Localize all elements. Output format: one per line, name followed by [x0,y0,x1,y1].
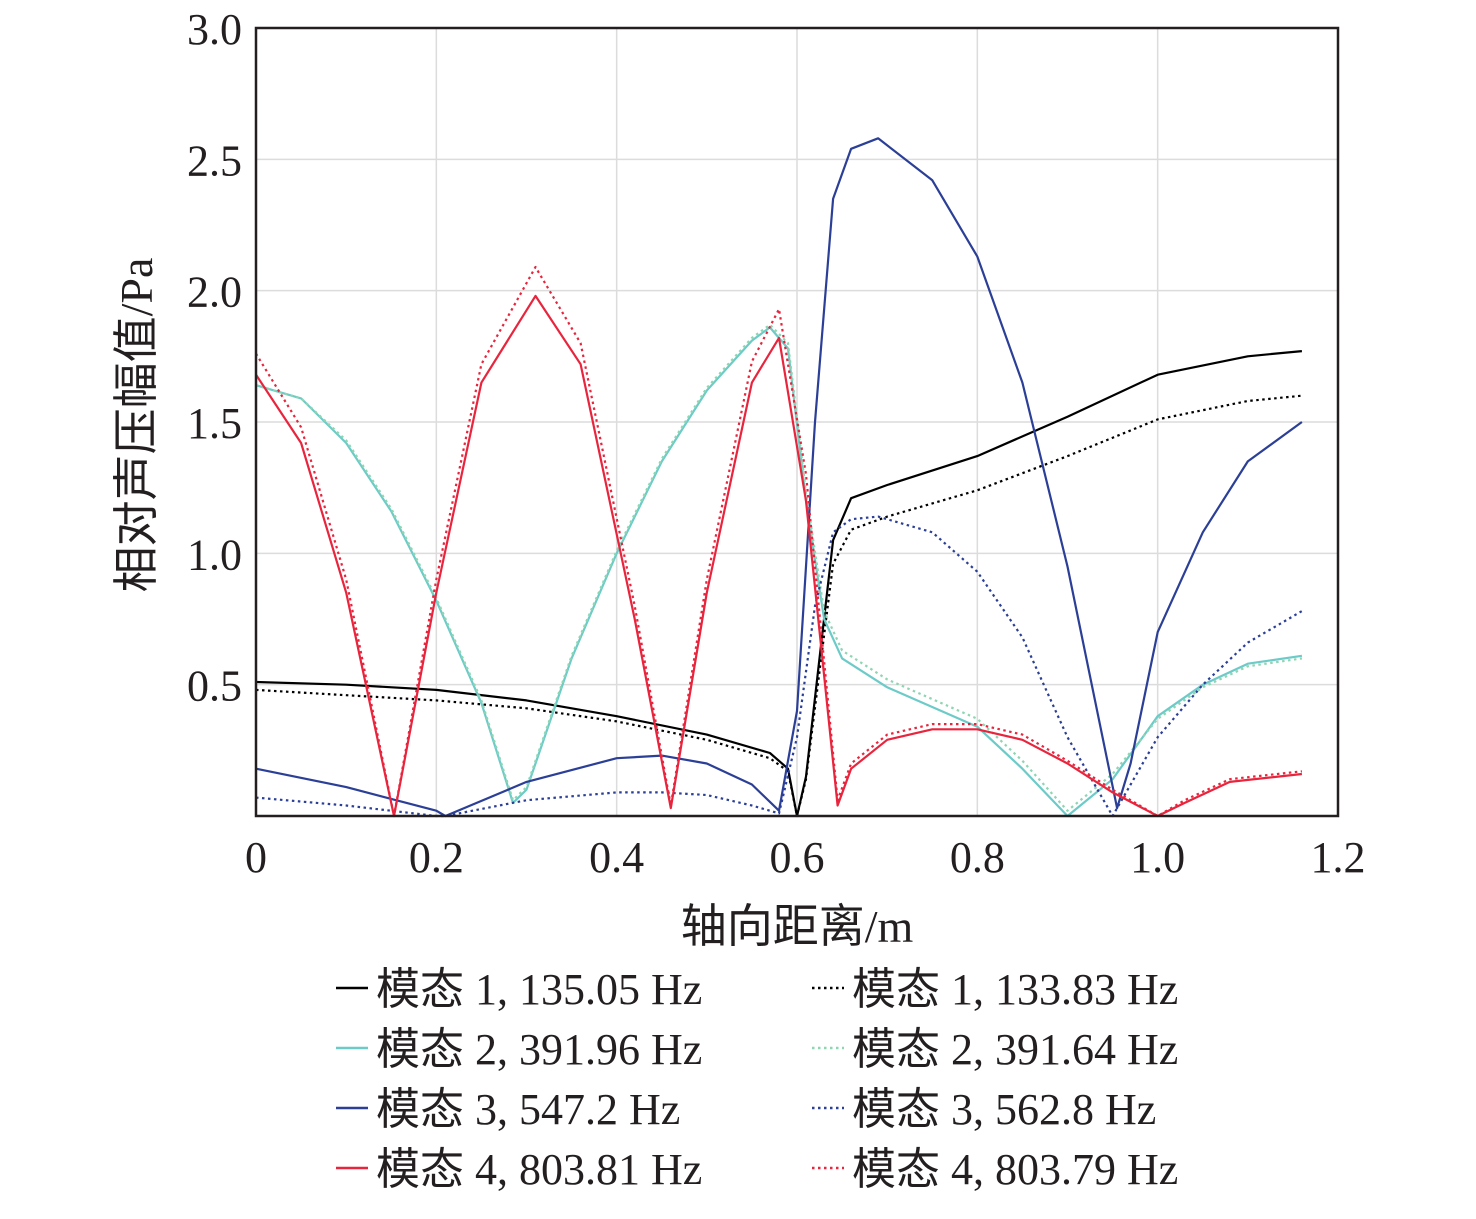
legend-label: 模态 2, 391.96 Hz [376,1025,702,1074]
x-tick-label: 0.2 [409,833,464,882]
x-tick-label: 0.4 [589,833,644,882]
legend-label: 模态 2, 391.64 Hz [852,1025,1178,1074]
legend: 模态 1, 135.05 Hz 模态 1, 133.83 Hz 模态 2, 391.… [336,965,1178,1194]
x-tick-label: 0.6 [770,833,825,882]
legend-label: 模态 3, 562.8 Hz [852,1085,1156,1134]
series-line [255,394,1303,818]
x-axis-title: 轴向距离/m [681,901,914,952]
legend-label: 模态 1, 133.83 Hz [852,965,1178,1014]
series-line [255,326,1303,818]
legend-label: 模态 4, 803.79 Hz [852,1145,1178,1194]
series-line [255,294,1303,818]
x-tick-label: 1.0 [1130,833,1185,882]
y-tick-label: 2.5 [187,136,242,185]
y-tick-label: 3.0 [187,5,242,54]
legend-label: 模态 3, 547.2 Hz [376,1085,680,1134]
legend-label: 模态 4, 803.81 Hz [376,1145,702,1194]
grid-lines [256,28,1338,816]
series-line [255,265,1303,818]
y-axis-ticks: 0.5 1.0 1.5 2.0 2.5 3.0 [187,5,242,711]
y-tick-label: 0.5 [187,662,242,711]
y-tick-label: 1.5 [187,399,242,448]
series-line [255,323,1303,812]
y-axis-title: 相对声压幅值/Pa [111,258,162,593]
series-line [255,350,1303,818]
x-tick-label: 0.8 [950,833,1005,882]
plot-frame [254,26,1340,818]
y-tick-label: 1.0 [187,530,242,579]
x-tick-label: 0 [245,833,267,882]
legend-label: 模态 1, 135.05 Hz [376,965,702,1014]
y-tick-label: 2.0 [187,268,242,317]
x-tick-label: 1.2 [1311,833,1366,882]
series-line [255,137,1303,818]
series-lines [255,137,1303,818]
x-axis-ticks: 0 0.2 0.4 0.6 0.8 1.0 1.2 [245,833,1366,882]
series-line [255,515,1303,818]
